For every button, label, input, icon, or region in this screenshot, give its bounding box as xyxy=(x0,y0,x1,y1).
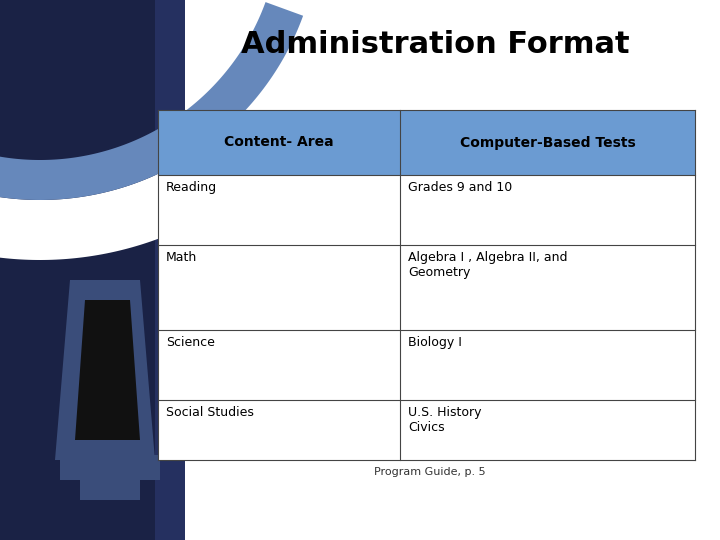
Bar xyxy=(80,475,140,500)
Text: Social Studies: Social Studies xyxy=(166,406,254,419)
Bar xyxy=(158,245,400,330)
Bar xyxy=(158,175,400,245)
Text: U.S. History
Civics: U.S. History Civics xyxy=(408,406,482,434)
Bar xyxy=(400,245,695,330)
Text: Administration Format: Administration Format xyxy=(240,30,629,59)
Text: Math: Math xyxy=(166,251,197,264)
Bar xyxy=(158,400,400,460)
Bar xyxy=(0,0,185,540)
Text: Program Guide, p. 5: Program Guide, p. 5 xyxy=(374,467,486,477)
Bar xyxy=(158,110,400,175)
Bar xyxy=(60,455,160,480)
Text: Computer-Based Tests: Computer-Based Tests xyxy=(459,136,635,150)
Bar xyxy=(0,0,155,540)
Text: Content- Area: Content- Area xyxy=(224,136,334,150)
Bar xyxy=(158,330,400,400)
PathPatch shape xyxy=(0,16,359,260)
Bar xyxy=(400,330,695,400)
Text: Grades 9 and 10: Grades 9 and 10 xyxy=(408,181,512,194)
Text: Algebra I , Algebra II, and
Geometry: Algebra I , Algebra II, and Geometry xyxy=(408,251,567,279)
Polygon shape xyxy=(75,300,140,440)
Bar xyxy=(400,400,695,460)
Text: Biology I: Biology I xyxy=(408,336,462,349)
PathPatch shape xyxy=(0,2,303,200)
Text: Reading: Reading xyxy=(166,181,217,194)
Bar xyxy=(400,175,695,245)
Polygon shape xyxy=(55,280,155,460)
Bar xyxy=(400,110,695,175)
Text: Science: Science xyxy=(166,336,215,349)
